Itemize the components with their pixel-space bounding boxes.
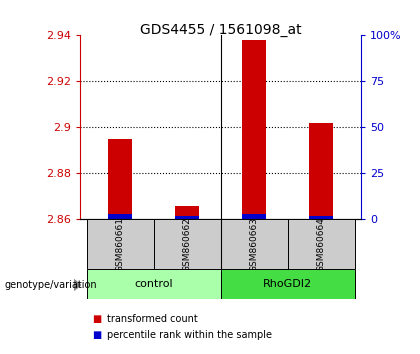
Text: ■: ■ xyxy=(92,314,102,324)
Bar xyxy=(309,216,333,219)
Text: genotype/variation: genotype/variation xyxy=(4,280,97,290)
Bar xyxy=(153,219,220,269)
Text: GSM860664: GSM860664 xyxy=(317,217,326,272)
Bar xyxy=(175,206,199,219)
Bar xyxy=(220,269,354,299)
Polygon shape xyxy=(74,279,81,291)
Text: ■: ■ xyxy=(92,330,102,339)
Bar xyxy=(175,216,199,219)
Text: percentile rank within the sample: percentile rank within the sample xyxy=(107,330,272,339)
Bar xyxy=(309,123,333,219)
Bar xyxy=(87,269,220,299)
Bar xyxy=(242,214,266,219)
Text: GDS4455 / 1561098_at: GDS4455 / 1561098_at xyxy=(140,23,301,37)
Text: transformed count: transformed count xyxy=(107,314,198,324)
Text: GSM860662: GSM860662 xyxy=(183,217,192,272)
Text: RhoGDI2: RhoGDI2 xyxy=(263,279,312,289)
Bar xyxy=(108,214,132,219)
Text: control: control xyxy=(134,279,173,289)
Bar xyxy=(87,219,153,269)
Bar xyxy=(220,219,288,269)
Text: GSM860663: GSM860663 xyxy=(249,217,258,272)
Bar xyxy=(108,139,132,219)
Bar xyxy=(288,219,354,269)
Bar xyxy=(242,40,266,219)
Text: GSM860661: GSM860661 xyxy=(116,217,124,272)
